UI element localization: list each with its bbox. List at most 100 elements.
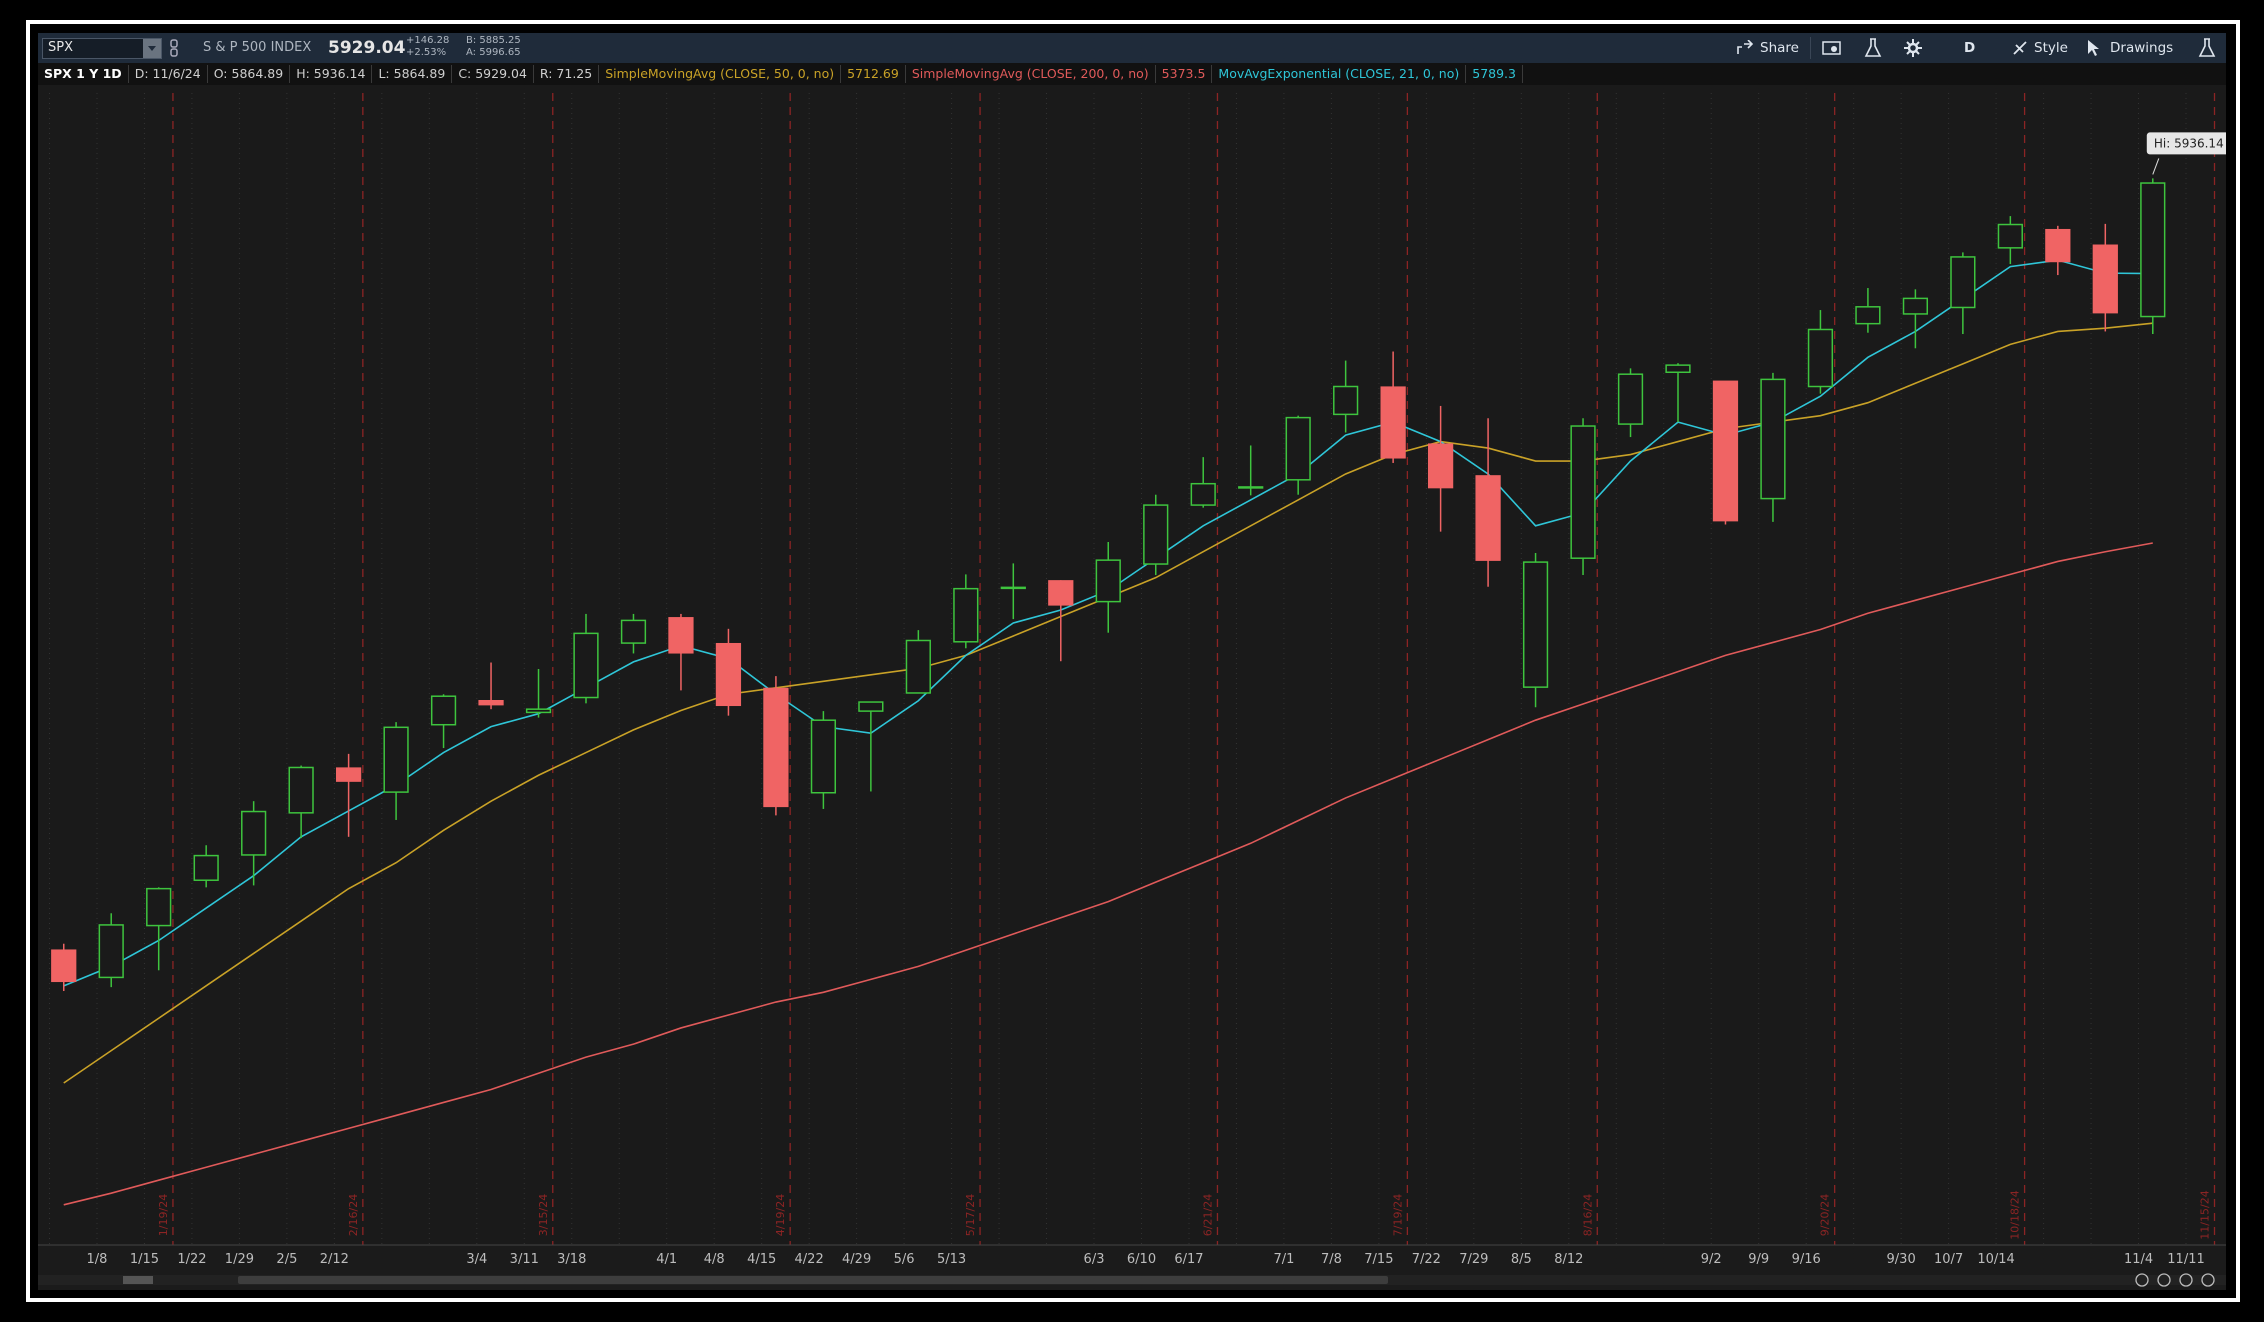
candle-body bbox=[715, 642, 742, 707]
x-tick-label: 1/8 bbox=[87, 1252, 108, 1267]
dropdown[interactable] bbox=[143, 39, 161, 58]
x-tick-label: 7/29 bbox=[1459, 1252, 1488, 1267]
candle-body bbox=[1807, 328, 1834, 388]
x-tick-label: 7/8 bbox=[1321, 1252, 1342, 1267]
candle-body bbox=[146, 887, 172, 927]
x-tick-label: 7/22 bbox=[1412, 1252, 1441, 1267]
settings-icon[interactable] bbox=[1904, 39, 1922, 57]
x-tick-label: 9/30 bbox=[1887, 1252, 1916, 1267]
annotation-box bbox=[2146, 132, 2226, 155]
candle-body bbox=[810, 719, 837, 794]
candle-body bbox=[193, 854, 219, 881]
flask-icon[interactable] bbox=[2198, 38, 2216, 58]
x-tick-label: 7/1 bbox=[1273, 1252, 1294, 1267]
x-tick-label: 3/11 bbox=[510, 1252, 539, 1267]
x-tick-label: 7/15 bbox=[1364, 1252, 1393, 1267]
candle-body bbox=[335, 767, 362, 782]
candle-body bbox=[1665, 364, 1691, 374]
x-tick-label: 6/17 bbox=[1174, 1252, 1203, 1267]
last-price: 5929.04 bbox=[328, 38, 406, 58]
x-tick-label: 9/2 bbox=[1701, 1252, 1722, 1267]
study-name[interactable]: SimpleMovingAvg (CLOSE, 50, 0, no) bbox=[599, 65, 842, 83]
candle-body bbox=[1902, 297, 1929, 315]
info-bar: SPX 1 Y 1D D: 11/6/24 O: 5864.89 H: 5936… bbox=[38, 63, 2226, 85]
candle-body bbox=[668, 617, 694, 654]
candle-body bbox=[1760, 378, 1786, 500]
expiration-label: 5/17/24 bbox=[964, 1194, 977, 1236]
candle-body bbox=[1143, 504, 1169, 565]
candle-body bbox=[98, 924, 124, 979]
candle-body bbox=[2092, 244, 2118, 314]
chart-id: SPX 1 Y 1D bbox=[38, 65, 129, 83]
candle-body bbox=[1617, 373, 1644, 425]
x-tick-label: 5/13 bbox=[937, 1252, 966, 1267]
candle-body bbox=[1285, 416, 1311, 481]
date: D: 11/6/24 bbox=[129, 65, 208, 83]
x-tick-label: 4/15 bbox=[747, 1252, 776, 1267]
aggregation-button[interactable]: D bbox=[1964, 40, 1976, 56]
candle-body bbox=[51, 949, 77, 983]
study-name[interactable]: SimpleMovingAvg (CLOSE, 200, 0, no) bbox=[906, 65, 1156, 83]
link-icon[interactable] bbox=[169, 39, 179, 57]
candle-body bbox=[1000, 586, 1026, 590]
expiration-label: 6/21/24 bbox=[1201, 1194, 1214, 1236]
candle-body bbox=[1048, 580, 1074, 606]
candle-body bbox=[241, 810, 267, 856]
x-tick-label: 4/22 bbox=[795, 1252, 824, 1267]
symbol: SPX bbox=[48, 40, 73, 55]
x-tick-label: 1/29 bbox=[225, 1252, 254, 1267]
x-tick-label: 9/16 bbox=[1792, 1252, 1821, 1267]
expiration-label: 8/16/24 bbox=[1581, 1194, 1594, 1236]
candle-body bbox=[1950, 256, 1976, 309]
candle-body bbox=[1570, 425, 1596, 559]
share-icon bbox=[1737, 40, 1754, 54]
calendar-icon[interactable] bbox=[1822, 40, 1842, 56]
x-tick-label: 4/8 bbox=[704, 1252, 725, 1267]
candle-body bbox=[1095, 559, 1121, 603]
studies: SimpleMovingAvg (CLOSE, 50, 0, no) 5712.6… bbox=[599, 65, 1523, 83]
scroll-button bbox=[123, 1276, 153, 1284]
open: O: 5864.89 bbox=[208, 65, 291, 83]
x-tick-label: 4/1 bbox=[656, 1252, 677, 1267]
expiration-label: 4/19/24 bbox=[774, 1194, 787, 1236]
low: L: 5864.89 bbox=[372, 65, 453, 83]
pct-change: +2.53% bbox=[406, 47, 447, 58]
flask-icon[interactable] bbox=[1864, 38, 1882, 58]
separator bbox=[1810, 37, 1811, 59]
chart: 1/8 1/15 1/22 1/29 2/5 2/12 3/4 3/11 3/18 4/1 4/8 4… bbox=[38, 85, 2226, 1287]
style-button[interactable]: Style bbox=[2034, 40, 2068, 56]
x-tick-label: 8/12 bbox=[1554, 1252, 1583, 1267]
close: C: 5929.04 bbox=[452, 65, 534, 83]
study-name[interactable]: MovAvgExponential (CLOSE, 21, 0, no) bbox=[1212, 65, 1467, 83]
expiration-label: 11/15/24 bbox=[2199, 1190, 2212, 1239]
share-button[interactable]: Share bbox=[1760, 40, 1799, 56]
drawings-button[interactable]: Drawings bbox=[2110, 40, 2174, 56]
study-value: 5789.3 bbox=[1466, 65, 1523, 83]
plot-background bbox=[38, 85, 2226, 1245]
symbol-box[interactable]: SPX bbox=[42, 38, 162, 59]
instrument-name: S & P 500 INDEX bbox=[203, 40, 312, 55]
expiration-label: 1/19/24 bbox=[157, 1194, 170, 1236]
candle-body bbox=[763, 687, 789, 808]
x-tick-label: 10/7 bbox=[1934, 1252, 1963, 1267]
zoom-in-icon bbox=[2179, 1273, 2193, 1287]
candle-body bbox=[1522, 561, 1549, 688]
candle-body bbox=[573, 632, 599, 699]
candle-body bbox=[525, 708, 552, 714]
pan-icon bbox=[2135, 1273, 2149, 1287]
x-tick-label: 11/11 bbox=[2167, 1252, 2204, 1267]
net-change: +146.28 bbox=[406, 35, 450, 46]
candle-body bbox=[1427, 443, 1454, 489]
candle-body bbox=[383, 726, 409, 793]
x-tick-label: 8/5 bbox=[1511, 1252, 1532, 1267]
ask: A: 5996.65 bbox=[466, 47, 521, 58]
expiration-label: 2/16/24 bbox=[347, 1194, 360, 1236]
x-tick-label: 10/14 bbox=[1977, 1252, 2014, 1267]
x-tick-label: 2/5 bbox=[276, 1252, 297, 1267]
x-tick-label: 9/9 bbox=[1748, 1252, 1769, 1267]
candle-body bbox=[2140, 182, 2166, 318]
top-toolbar: SPX S & P 500 INDEX 5929.04 +146.28 +2.5… bbox=[38, 33, 2226, 63]
candle-body bbox=[1238, 486, 1264, 489]
expiration-label: 7/19/24 bbox=[1391, 1194, 1404, 1236]
